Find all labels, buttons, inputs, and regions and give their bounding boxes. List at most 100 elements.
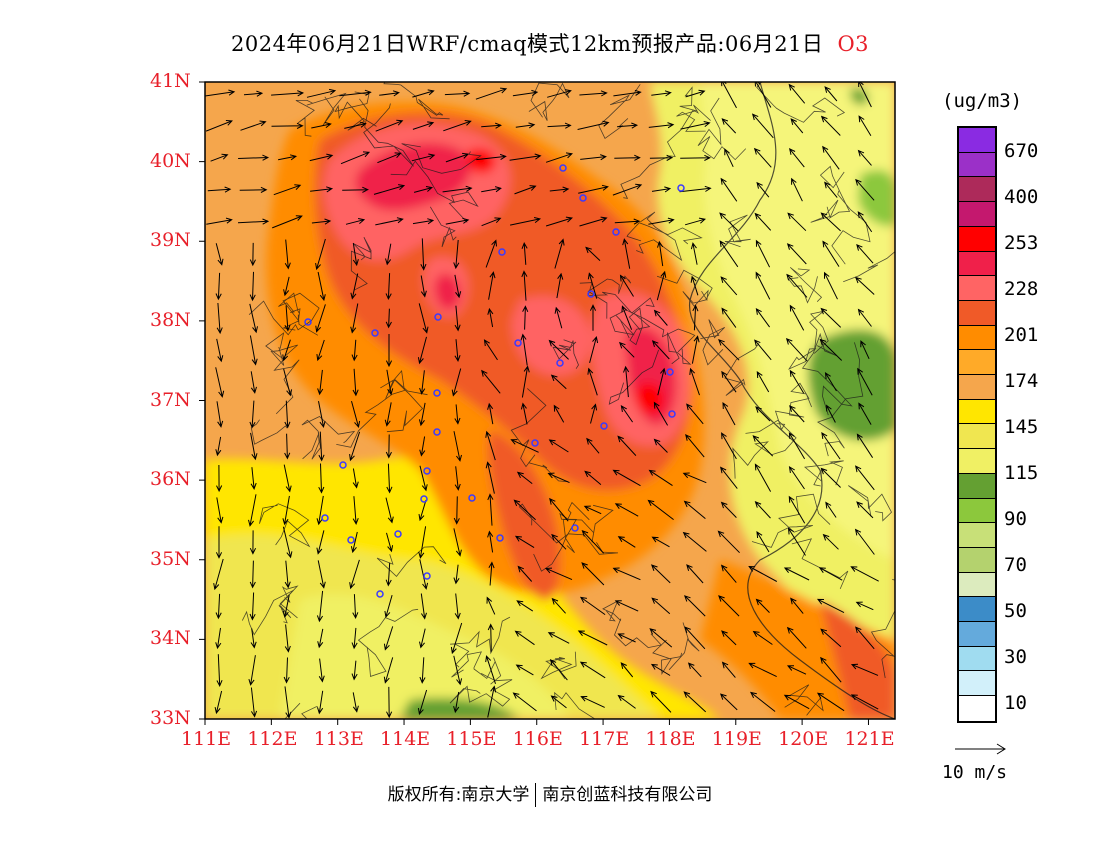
- wind-arrow: [818, 567, 843, 581]
- city-marker: [423, 572, 431, 580]
- lat-tick-label: 40N: [150, 149, 191, 172]
- wind-arrow: [719, 466, 738, 489]
- wind-arrow: [820, 467, 841, 488]
- colorbar-label: 201: [1004, 324, 1039, 346]
- city-marker: [371, 329, 379, 337]
- lon-tick-label: 117E: [579, 728, 630, 750]
- wind-arrow: [522, 305, 529, 330]
- wind-arrow: [650, 663, 671, 676]
- wind-arrow: [850, 663, 879, 676]
- wind-arrow: [284, 686, 292, 719]
- colorbar-swatch: [959, 449, 995, 474]
- admin-boundary: [306, 92, 347, 127]
- city-marker: [677, 184, 685, 192]
- city-marker: [468, 494, 476, 502]
- wind-arrow: [445, 217, 470, 225]
- wind-arrow: [485, 655, 496, 684]
- lat-tick-label: 39N: [150, 229, 191, 252]
- wind-arrow: [375, 119, 404, 132]
- wind-arrow: [515, 122, 536, 129]
- wind-arrow: [419, 465, 428, 492]
- colorbar-swatch: [959, 128, 995, 153]
- wind-arrow: [719, 693, 738, 711]
- wind-arrow: [583, 505, 602, 515]
- wind-arrow: [240, 120, 267, 131]
- city-marker: [423, 467, 431, 475]
- wind-arrow: [585, 246, 601, 261]
- wind-arrow: [317, 560, 326, 589]
- wind-arrow: [858, 82, 872, 108]
- wind-arrow: [418, 526, 427, 559]
- admin-boundary: [628, 307, 651, 346]
- wind-arrow: [587, 367, 598, 396]
- wind-arrow: [579, 216, 608, 227]
- wind-arrow: [237, 218, 270, 225]
- wind-arrow: [684, 217, 706, 226]
- wind-arrow: [207, 186, 232, 193]
- wind-arrow: [249, 592, 256, 621]
- wind-arrow: [556, 272, 564, 299]
- admin-boundary: [559, 501, 590, 553]
- wind-arrow: [679, 185, 712, 193]
- lon-tick-label: 113E: [313, 728, 364, 750]
- admin-boundary: [652, 639, 683, 676]
- wind-arrow: [284, 239, 291, 270]
- wind-arrow: [451, 368, 462, 397]
- wind-arrow: [318, 431, 325, 462]
- colorbar-label: 50: [1004, 600, 1027, 622]
- wind-arrow: [309, 153, 334, 162]
- lat-tick-label: 36N: [150, 468, 191, 491]
- wind-arrow: [721, 630, 737, 646]
- lon-tick-label: 112E: [247, 728, 298, 750]
- city-marker: [587, 290, 595, 298]
- city-marker: [559, 164, 567, 172]
- wind-arrow: [443, 120, 472, 132]
- wind-arrow: [820, 628, 842, 648]
- wind-arrow: [850, 566, 879, 582]
- colorbar-swatch: [959, 276, 995, 301]
- wind-arrow: [612, 567, 641, 581]
- wind-arrow: [720, 564, 737, 583]
- wind-arrow: [248, 655, 256, 686]
- wind-arrow: [475, 87, 508, 100]
- wind-arrow: [751, 113, 774, 139]
- wind-arrow: [373, 184, 406, 195]
- copyright-notice: 版权所有:南京大学 南京创蓝科技有限公司: [0, 780, 1100, 807]
- wind-arrow: [419, 628, 426, 649]
- city-marker: [600, 422, 608, 430]
- coastline: [688, 82, 895, 719]
- wind-arrow: [352, 242, 359, 267]
- admin-boundary: [401, 143, 482, 174]
- wind-arrow: [516, 600, 534, 612]
- wind-arrow: [249, 335, 258, 366]
- admin-boundary: [801, 332, 853, 416]
- admin-boundary: [804, 460, 844, 487]
- wind-arrow: [614, 600, 639, 612]
- admin-boundary: [273, 356, 300, 415]
- wind-arrow: [316, 339, 325, 362]
- wind-arrow: [454, 274, 462, 299]
- wind-arrow: [316, 530, 325, 555]
- colorbar-swatch: [959, 399, 995, 425]
- wind-arrow: [344, 121, 367, 129]
- wind-arrow: [682, 472, 707, 484]
- city-marker: [496, 534, 504, 542]
- wind-arrow: [340, 151, 371, 165]
- wind-reference-label: 10 m/s: [942, 762, 1008, 783]
- title-text: 2024年06月21日WRF/cmaq模式12km预报产品:06月21日: [230, 32, 824, 56]
- colorbar-label: 400: [1004, 186, 1039, 208]
- colorbar-swatch: [959, 473, 995, 499]
- wind-arrow: [521, 270, 528, 301]
- wind-arrow: [481, 369, 501, 394]
- wind-arrow: [855, 601, 874, 611]
- colorbar-swatch: [959, 572, 995, 598]
- colorbar-swatch: [959, 671, 995, 697]
- admin-boundary: [350, 237, 372, 291]
- city-marker: [556, 359, 564, 367]
- admin-boundary: [667, 332, 692, 365]
- wind-arrow: [385, 273, 392, 301]
- wind-arrow: [752, 435, 774, 457]
- wind-arrow: [721, 432, 737, 460]
- wind-reference-arrow: [955, 743, 1006, 755]
- wind-arrow: [250, 432, 258, 461]
